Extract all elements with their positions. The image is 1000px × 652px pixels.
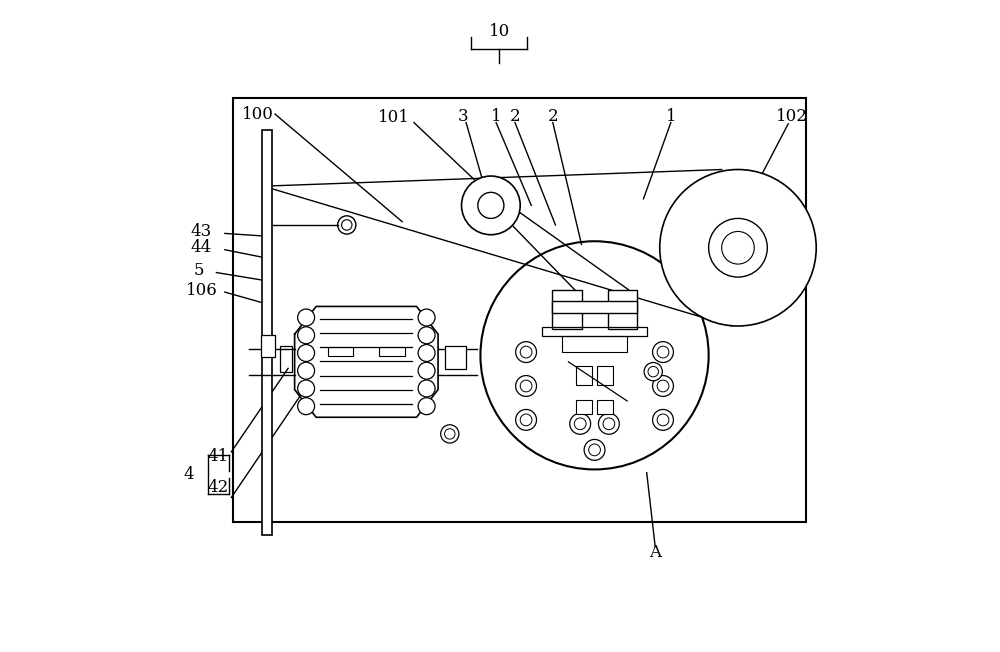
Circle shape [653,376,673,396]
Text: 5: 5 [194,262,204,279]
Circle shape [298,309,315,326]
Text: 41: 41 [208,448,229,465]
Circle shape [418,344,435,361]
Circle shape [298,398,315,415]
Circle shape [516,342,537,363]
Bar [233,98,806,522]
Bar [552,290,582,329]
Circle shape [338,216,356,234]
Text: 100: 100 [242,106,273,123]
Circle shape [462,176,520,235]
Text: 2: 2 [510,108,520,125]
Bar [597,366,613,385]
Bar [576,400,592,414]
Circle shape [584,439,605,460]
Circle shape [570,413,591,434]
Bar [262,130,272,535]
Text: 3: 3 [458,108,468,125]
Bar [576,366,592,385]
Circle shape [298,327,315,344]
Circle shape [298,344,315,361]
Circle shape [516,409,537,430]
Circle shape [653,342,673,363]
Text: 102: 102 [776,108,808,125]
Circle shape [653,409,673,430]
Text: 43: 43 [191,223,212,240]
Circle shape [298,363,315,379]
Bar [445,346,466,368]
Bar [379,347,405,356]
Circle shape [298,380,315,397]
Text: 42: 42 [208,479,229,496]
Text: 1: 1 [666,108,676,125]
Text: 44: 44 [191,239,212,256]
Circle shape [418,327,435,344]
Circle shape [441,425,459,443]
Circle shape [418,398,435,415]
Text: 1: 1 [491,108,501,125]
Bar [328,347,353,356]
Text: 10: 10 [489,23,510,40]
Text: 4: 4 [183,466,194,482]
Bar [608,290,637,329]
Circle shape [516,376,537,396]
Bar [552,301,637,313]
Bar [562,336,627,352]
Circle shape [660,170,816,326]
Circle shape [418,309,435,326]
Circle shape [598,413,619,434]
Bar [597,400,613,414]
Text: 106: 106 [186,282,217,299]
Circle shape [418,380,435,397]
Text: A: A [649,544,661,561]
Text: 2: 2 [547,108,558,125]
Bar [280,346,292,372]
Bar [261,334,275,357]
Circle shape [418,363,435,379]
Bar [542,327,647,336]
Text: 101: 101 [378,109,410,126]
Circle shape [644,363,662,381]
